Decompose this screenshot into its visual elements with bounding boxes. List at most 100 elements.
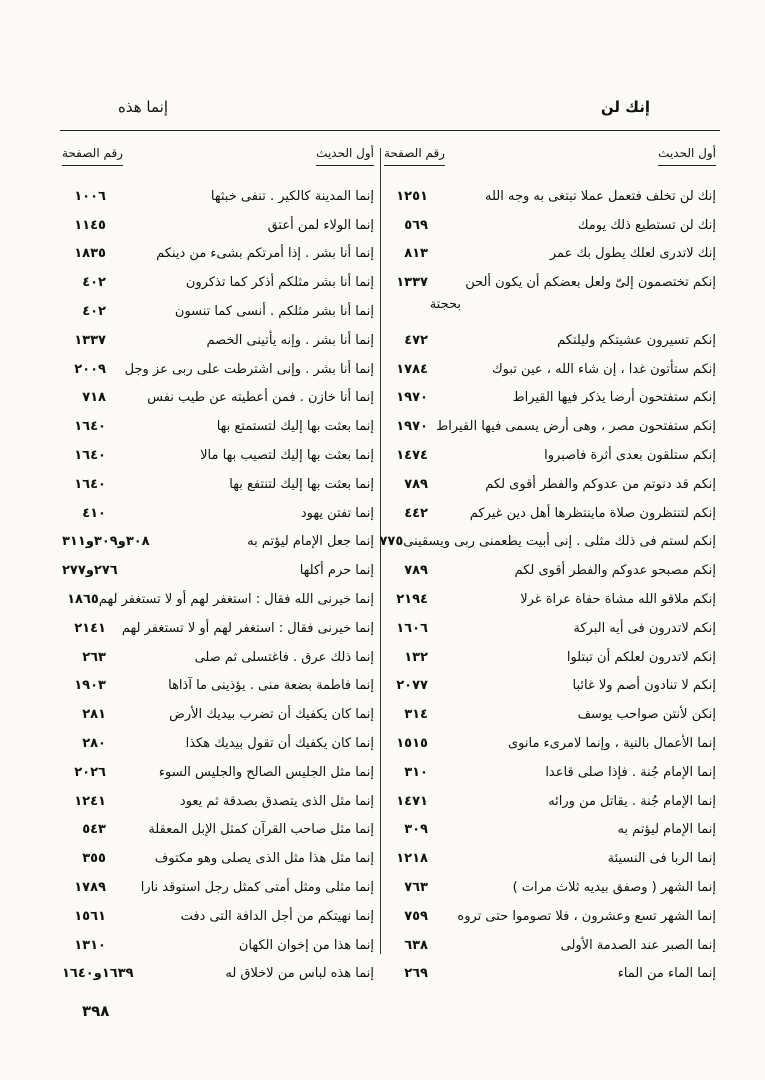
hadith-text-continuation: بحجتة [429,297,461,313]
index-entry: إنما أنا خازن . فمن أعطيته عن طيب نفس ٧١٨ [62,384,374,413]
index-entry: إنكم تختصمون إلىّ ولعل بعضكم أن يكون ألح… [384,268,716,297]
column-divider [380,148,381,954]
index-entry: إنكم لاتدرون لعلكم أن تبتلوا ١٣٢ [384,643,716,672]
hadith-text: إنكم قد دنوتم من عدوكم والفطر أقوى لكم [485,476,716,492]
hadith-text: إنكم لستم فى ذلك مثلى . إنى أبيت يطعمنى … [403,534,716,550]
page-ref: ١٥١٥ [396,736,428,752]
hadith-text: إنما الإمام ليؤتم به [617,822,716,838]
hadith-text: إنما أنا بشر . وإنى اشترطت على ربى عز وج… [124,361,374,377]
column-header: أول الحديث رقم الصفحة [384,146,716,182]
hadith-text: إنما الولاء لمن أعتق [267,217,374,233]
index-entry: إنما الصبر عند الصدمة الأولى ٦٣٨ [384,931,716,960]
page-ref: ٥٦٩ [404,217,428,233]
page-ref: ١٤٧١ [396,793,428,809]
page-ref: ٣٠٨و٣٠٩و٣١١ [62,534,150,550]
index-entry: إنما الماء من الماء ٢٦٩ [384,960,716,989]
hadith-text: إنكم لا تنادون أصم ولا غائبا [572,678,716,694]
page-ref: ٣٠٩ [404,822,428,838]
hadith-text: إنما مثل الذى يتصدق بصدقة ثم يعود [179,793,374,809]
page-ref: ٢٦٩ [404,966,428,982]
hadith-text: إنما أنا بشر مثلكم أذكر كما تذكرون [185,275,374,291]
index-entry: إنما جعل الإمام ليؤتم به ٣٠٨و٣٠٩و٣١١ [62,528,374,557]
index-entry: إنما مثل صاحب القرآن كمثل الإبل المعقلة ٥… [62,816,374,845]
page-ref: ٤٤٢ [404,505,428,521]
index-entry: إنما خيرنى الله فقال : استغفر لهم أو لا … [62,585,374,614]
running-header-left: إنما هذه [118,98,168,116]
hadith-text: إنك لن تستطيع ذلك يومك [577,217,716,233]
index-entry: إنما هذه لباس من لاخلاق له ١٦٣٩و١٦٤٠ [62,960,374,989]
hadith-text: إنكم لتنتظرون صلاة ماينتظرها أهل دين غير… [469,505,716,521]
page-ref: ١٧٨٤ [396,361,428,377]
index-entry: إنما الإمام جُنة . فإذا صلى قاعدا ٣١٠ [384,758,716,787]
index-entry: إنما كان يكفيك أن تضرب بيديك الأرض ٢٨١ [62,700,374,729]
hadith-text: إنما بعثت بها إليك لتنتفع بها [229,476,374,492]
hadith-text: إنكم تسيرون عشيتكم وليلتكم [557,332,716,348]
hadith-text: إنما هذا من إخوان الكهان [238,937,374,953]
index-entry: إنما الأعمال بالنية ، وإنما لامرىء مانوى… [384,729,716,758]
page-ref: ١٣٣٧ [74,332,106,348]
index-entry: إنكم ستفتحون مصر ، وهى أرض يسمى فيها الق… [384,412,716,441]
page-ref: ٧٥٩ [404,908,428,924]
index-entry: إنما الإمام جُنة . يقاتل من ورائه ١٤٧١ [384,787,716,816]
index-entry: إنكم لستم فى ذلك مثلى . إنى أبيت يطعمنى … [379,528,716,557]
page-ref: ٤١٠ [82,505,106,521]
page-ref: ٣١٠ [404,764,428,780]
hadith-text: إنما الإمام جُنة . يقاتل من ورائه [548,793,716,809]
running-header-right: إنك لن [600,98,650,116]
page-ref: ١٦٤٠ [74,419,106,435]
hadith-text: إنما هذه لباس من لاخلاق له [225,966,374,982]
hadith-text: إنما مثل الجليس الصالح والجليس السوء [158,764,374,780]
index-entry: إنكم ملاقو الله مشاة حفاة عراة غرلا ٢١٩٤ [384,585,716,614]
page-ref: ١٤٧٤ [396,448,428,464]
hadith-text: إنما أنا خازن . فمن أعطيته عن طيب نفس [147,390,374,406]
column-header: أول الحديث رقم الصفحة [62,146,374,182]
index-entry: إنما الإمام ليؤتم به ٣٠٩ [384,816,716,845]
index-entry: إنك لن تستطيع ذلك يومك ٥٦٩ [384,211,716,240]
hadith-text: إنما أنا بشر مثلكم . أنسى كما تنسون [174,304,374,320]
hadith-text: إنما الربا فى النسيئة [607,851,716,867]
page-ref: ٢١٤١ [74,620,106,636]
page-ref: ١٢١٨ [396,851,428,867]
page-ref: ١١٤٥ [74,217,106,233]
page-ref: ١٩٧٠ [396,390,428,406]
hadith-text: إنما جعل الإمام ليؤتم به [247,534,374,550]
index-entry: إنما الشهر تسع وعشرون ، فلا تصوموا حتى ت… [384,902,716,931]
page-ref: ١٩٧٠ [396,419,428,435]
hadith-text: إنكم لاتدرون فى أيه البركة [573,620,716,636]
page-ref: ١٦٤٠ [74,476,106,492]
hadith-text: إنما كان يكفيك أن تقول بيديك هكذا [185,736,374,752]
hadith-text: إنما الصبر عند الصدمة الأولى [560,937,716,953]
index-entry: إنكم مصبحو عدوكم والفطر أقوى لكم ٧٨٩ [384,556,716,585]
index-entry: إنما مثل الجليس الصالح والجليس السوء ٢٠٢٦ [62,758,374,787]
hadith-text: إنما الماء من الماء [617,966,716,982]
index-entry: إنما المدينة كالكير . تنفى خبثها ١٠٠٦ [62,182,374,211]
index-entry: إنما أنا بشر مثلكم أذكر كما تذكرون ٤٠٢ [62,268,374,297]
page-ref: ١٣١٠ [74,937,106,953]
page-ref: ٥٤٣ [82,822,106,838]
index-entry: إنما تفتن يهود ٤١٠ [62,499,374,528]
index-entry: إنما كان يكفيك أن تقول بيديك هكذا ٢٨٠ [62,729,374,758]
page-ref: ٧٨٩ [404,476,428,492]
index-entry: إنما أنا بشر . وإنه يأتينى الخصم ١٣٣٧ [62,326,374,355]
hadith-text: إنما المدينة كالكير . تنفى خبثها [210,188,374,204]
page-ref: ٢٠٢٦ [74,764,106,780]
page-ref: ٢٨٠ [82,736,106,752]
page-ref: ٢٠٠٩ [74,361,106,377]
hadith-text: إنما الشهر ( وصفق بيديه ثلاث مرات ) [512,880,716,896]
hadith-text: إنما ذلك عرق . فاغتسلى ثم صلى [194,649,374,665]
index-entry: إنك لن تخلف فتعمل عملا تبتغى به وجه الله… [384,182,716,211]
hadith-text: إنما أنا بشر . إذا أمرتكم بشىء من دينكم [156,246,374,262]
page-ref: ٢٦٣ [82,649,106,665]
index-entry: إنكم لا تنادون أصم ولا غائبا ٢٠٧٧ [384,672,716,701]
hadith-text: إنك لاتدرى لعلك يطول بك عمر [549,246,716,262]
index-entry: إنما أنا بشر . وإنى اشترطت على ربى عز وج… [62,355,374,384]
index-entry: إنما ذلك عرق . فاغتسلى ثم صلى ٢٦٣ [62,643,374,672]
hadith-text: إنكم ستفتحون أرضا يذكر فيها القيراط [512,390,716,406]
hadith-text: إنكم ملاقو الله مشاة حفاة عراة غرلا [520,592,716,608]
index-entry: إنك لاتدرى لعلك يطول بك عمر ٨١٣ [384,240,716,269]
index-entry: إنما فاطمة بضعة منى . يؤذينى ما آذاها ١٩٠… [62,672,374,701]
page-ref: ١٣٢ [404,649,428,665]
index-entry: إنما الولاء لمن أعتق ١١٤٥ [62,211,374,240]
hadith-text: إنكن لأنتن صواحب يوسف [577,707,716,723]
header-page-number: رقم الصفحة [384,146,445,166]
